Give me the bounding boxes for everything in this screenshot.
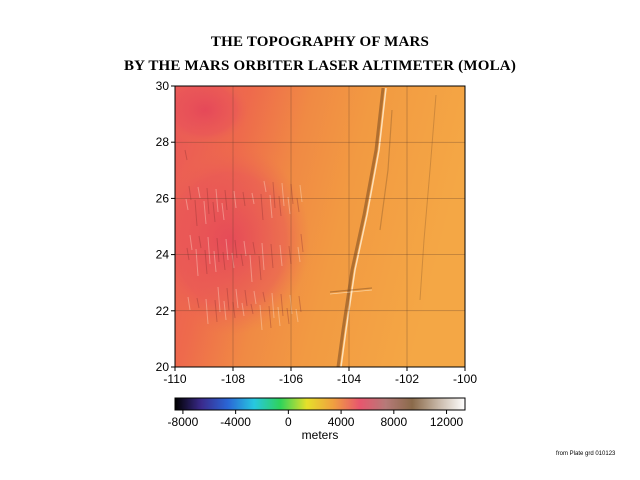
ridge-line [268, 305, 272, 329]
ridge-line [250, 303, 254, 315]
colorbar-unit-label: meters [302, 428, 339, 442]
ridge-line [298, 295, 302, 313]
ridge-line [240, 253, 244, 267]
ridge-line [221, 202, 225, 221]
ridge-line [226, 287, 230, 311]
ridge-line [270, 243, 274, 269]
ridge-line [216, 237, 220, 263]
y-tick-label: 20 [156, 360, 170, 374]
y-tick-label: 28 [156, 135, 170, 149]
colorbar-tick-label: 12000 [430, 415, 464, 429]
ridge-line [261, 242, 265, 271]
ridge-line [279, 244, 283, 267]
y-tick-label: 22 [156, 304, 170, 318]
ridge-line [280, 293, 284, 317]
ridge-line [262, 291, 266, 303]
topography-map: -110 -108 -106 -104 -102 -100 20 22 24 26 28 30 [156, 79, 478, 386]
ridge-line [269, 194, 273, 219]
ridge-line [233, 190, 237, 209]
ridge-line [287, 196, 291, 215]
ridge-line [281, 182, 285, 207]
x-tick-label: -108 [221, 372, 245, 386]
ridge-line [234, 239, 238, 259]
ridge-line [296, 197, 300, 213]
ridge-line [198, 235, 202, 249]
colorbar: -8000 -4000 0 4000 8000 12000 meters [168, 397, 466, 442]
x-tick-label: -106 [279, 372, 303, 386]
y-tick-label: 30 [156, 79, 170, 93]
x-tick-label: -110 [163, 372, 186, 386]
ridge-line [242, 191, 246, 207]
x-tick-label: -102 [395, 372, 419, 386]
ridge-line [223, 300, 227, 321]
map-title: THE TOPOGRAPHY OF MARS [210, 34, 430, 50]
ridge-texture [184, 149, 304, 331]
ridge-line [295, 308, 299, 323]
x-tick-label: -104 [337, 372, 361, 386]
ridge-line [203, 200, 207, 225]
ridge-line [243, 240, 247, 257]
ridge-line [259, 304, 263, 331]
ridge-line [196, 297, 200, 309]
ridge-line [235, 288, 239, 309]
canyon-fault [329, 87, 437, 367]
colorbar-tick-label: 0 [285, 415, 292, 429]
ridge-line [188, 185, 192, 201]
ridge-line [225, 238, 229, 261]
ridge-line [207, 236, 211, 265]
x-axis: -110 -108 -106 -104 -102 -100 [163, 367, 477, 386]
ridge-line [215, 188, 219, 213]
y-tick-label: 26 [156, 191, 170, 205]
y-tick-label: 24 [156, 248, 170, 262]
ridge-line [195, 248, 199, 277]
x-tick-label: -100 [453, 372, 477, 386]
ridge-line [194, 199, 198, 227]
ridge-line [224, 189, 228, 211]
colorbar-tick-label: 8000 [380, 415, 407, 429]
ridge-line [299, 184, 303, 203]
ridge-line [290, 183, 294, 205]
colorbar-ticks: -8000 -4000 0 4000 8000 12000 [168, 410, 464, 429]
colorbar-tick-label: -8000 [168, 415, 199, 429]
ridge-line [277, 306, 281, 327]
highland-region [175, 145, 310, 335]
ridge-line [278, 195, 282, 217]
ridge-line [252, 241, 256, 255]
source-note: from Plate grd 010123 [556, 451, 616, 457]
ridge-line [212, 201, 216, 223]
ridge-line [258, 255, 262, 281]
ridge-line [288, 245, 292, 265]
ridge-line [217, 286, 221, 313]
colorbar-tick-label: 4000 [328, 415, 355, 429]
colorbar-tick-label: -4000 [220, 415, 251, 429]
ridge-line [222, 251, 226, 271]
ridge-line [205, 298, 209, 325]
ridge-line [204, 249, 208, 275]
ridge-line [272, 181, 276, 209]
ridge-line [184, 149, 188, 161]
ridge-line [187, 296, 191, 311]
map-frame [174, 85, 466, 368]
ridge-line [263, 180, 267, 193]
ridge-line [232, 301, 236, 319]
y-axis: 20 22 24 26 28 30 [156, 79, 175, 374]
highland-region-north [175, 86, 250, 145]
ridge-line [241, 302, 245, 317]
ridge-line [186, 247, 190, 261]
ridge-line [206, 187, 210, 215]
ridge-line [271, 292, 275, 319]
ridge-line [300, 233, 304, 253]
ridge-line [185, 198, 189, 211]
ridge-line [189, 234, 193, 251]
ridge-line [244, 289, 248, 307]
map-subtitle: BY THE MARS ORBITER LASER ALTIMETER (MOL… [123, 58, 517, 74]
ridge-line [249, 254, 253, 283]
colorbar-scale [174, 397, 466, 411]
ridge-line [197, 186, 201, 199]
ridge-line [253, 290, 257, 305]
